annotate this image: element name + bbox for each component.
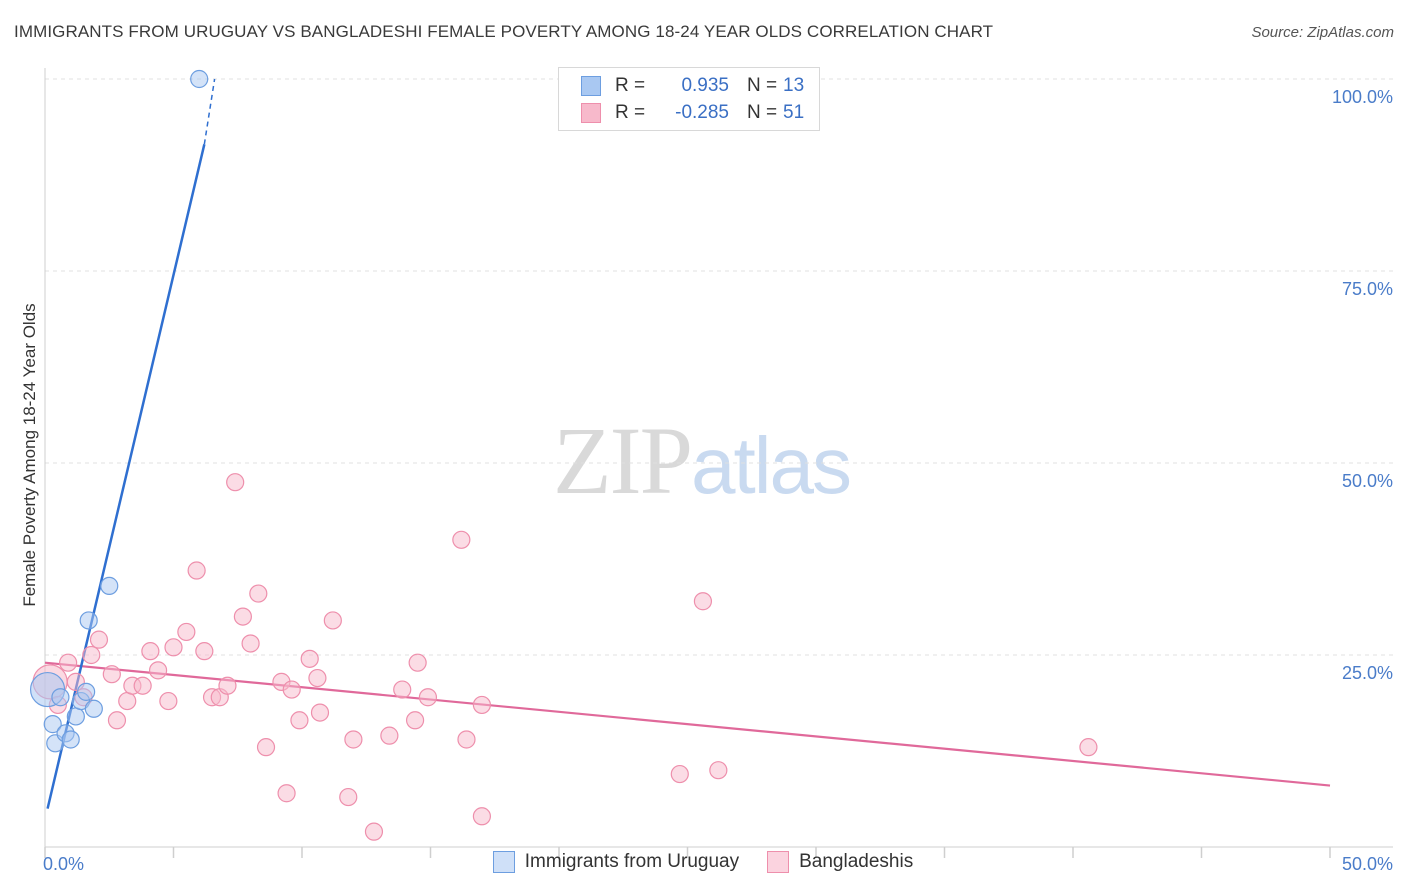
bangladeshi-point xyxy=(256,738,276,757)
legend-label-uruguay: Immigrants from Uruguay xyxy=(524,851,740,872)
bangladeshi-point xyxy=(59,653,78,672)
bangladeshi-point xyxy=(393,680,412,699)
legend-n-label: N = xyxy=(747,75,778,96)
uruguay-trend-line-extension xyxy=(203,78,216,145)
bangladeshi-point xyxy=(282,680,301,699)
legend-swatch-bangladeshis xyxy=(767,851,790,873)
uruguay-point xyxy=(190,69,209,89)
bangladeshi-point xyxy=(408,653,427,672)
uruguay-point xyxy=(43,715,62,734)
bangladeshi-point xyxy=(233,607,252,626)
bangladeshi-point xyxy=(670,764,689,784)
legend-swatch-uruguay xyxy=(492,851,515,873)
uruguay-point xyxy=(84,699,103,718)
bangladeshi-point xyxy=(380,726,399,745)
legend-swatch-uruguay xyxy=(581,76,601,96)
bangladeshi-point xyxy=(118,691,137,711)
bangladeshi-point xyxy=(344,730,363,749)
legend-n-label: N = xyxy=(747,102,778,123)
uruguay-point xyxy=(77,682,96,701)
legend-r-value: 0.935 xyxy=(681,75,729,96)
watermark: ZIPatlas xyxy=(553,405,852,516)
uruguay-point xyxy=(51,688,70,707)
uruguay-point xyxy=(66,707,85,726)
chart-title: IMMIGRANTS FROM URUGUAY VS BANGLADESHI F… xyxy=(14,22,994,41)
bangladeshi-point xyxy=(141,642,160,661)
legend-item-uruguay[interactable]: Immigrants from Uruguay xyxy=(492,851,740,873)
correlation-legend: R = 0.935 N = 13 R = -0.285 N = 51 xyxy=(558,67,820,131)
bangladeshi-point xyxy=(241,634,260,653)
x-tick-label: 50.0% xyxy=(1342,854,1393,874)
bangladeshi-point xyxy=(308,668,327,688)
legend-r-label: R = xyxy=(615,75,646,96)
bangladeshi-point xyxy=(226,473,245,492)
legend-row-uruguay: R = 0.935 N = 13 xyxy=(581,73,804,99)
bangladeshi-point xyxy=(107,711,127,730)
bangladeshi-point xyxy=(148,661,168,680)
bangladeshi-point xyxy=(187,561,206,580)
legend-n-value: 51 xyxy=(783,102,805,123)
axes xyxy=(44,68,1393,858)
watermark-atlas: atlas xyxy=(691,421,852,510)
bangladeshi-point xyxy=(133,676,152,695)
legend-row-bangladeshis: R = -0.285 N = 51 xyxy=(581,100,804,126)
y-tick-label: 100.0% xyxy=(1332,87,1393,107)
bangladeshi-point xyxy=(310,703,330,722)
bangladeshi-point xyxy=(177,622,196,642)
bangladeshi-trend-line xyxy=(44,661,1331,787)
legend-label-bangladeshis: Bangladeshis xyxy=(799,851,914,872)
bangladeshi-point xyxy=(405,711,425,730)
series-legend: Immigrants from Uruguay Bangladeshis xyxy=(0,851,1406,873)
bangladeshi-point xyxy=(709,761,728,780)
bangladeshi-point xyxy=(693,592,713,611)
x-tick-label: 0.0% xyxy=(43,854,84,874)
bangladeshi-point xyxy=(218,676,237,695)
bangladeshi-point xyxy=(452,530,471,549)
data-points xyxy=(29,69,1098,841)
bangladeshi-point xyxy=(82,645,101,665)
bangladeshi-point xyxy=(164,638,183,657)
bangladeshi-point xyxy=(1079,738,1098,757)
bangladeshi-point xyxy=(277,784,296,803)
legend-item-bangladeshis[interactable]: Bangladeshis xyxy=(767,851,913,873)
uruguay-point xyxy=(61,730,80,749)
uruguay-point xyxy=(79,611,98,630)
bangladeshi-point xyxy=(364,822,384,841)
uruguay-point xyxy=(100,576,119,595)
bangladeshi-point xyxy=(195,642,214,661)
watermark-zip: ZIP xyxy=(553,407,693,514)
bangladeshi-point xyxy=(472,807,491,826)
y-tick-label: 25.0% xyxy=(1342,663,1393,683)
bangladeshi-point xyxy=(159,691,178,711)
bangladeshi-point xyxy=(89,630,109,649)
legend-r-label: R = xyxy=(615,102,646,123)
bangladeshi-point xyxy=(249,584,268,603)
bangladeshi-point xyxy=(472,695,491,715)
gridlines xyxy=(45,78,1393,656)
source-label: Source: ZipAtlas.com xyxy=(1251,24,1394,41)
bangladeshi-point xyxy=(418,688,438,707)
bangladeshi-point xyxy=(339,787,358,807)
legend-swatch-bangladeshis xyxy=(581,103,601,123)
legend-r-value: -0.285 xyxy=(675,102,729,123)
bangladeshi-point xyxy=(457,730,476,749)
bangladeshi-point xyxy=(323,611,342,630)
bangladeshi-point xyxy=(102,665,121,684)
bangladeshi-point xyxy=(290,711,309,730)
legend-n-value: 13 xyxy=(783,75,805,96)
bangladeshi-point xyxy=(300,649,319,668)
trend-lines xyxy=(44,78,1331,809)
y-tick-label: 50.0% xyxy=(1342,471,1393,491)
y-tick-label: 75.0% xyxy=(1342,279,1393,299)
tick-labels: 25.0% 50.0% 75.0% 100.0% 0.0% 50.0% xyxy=(43,87,1393,874)
